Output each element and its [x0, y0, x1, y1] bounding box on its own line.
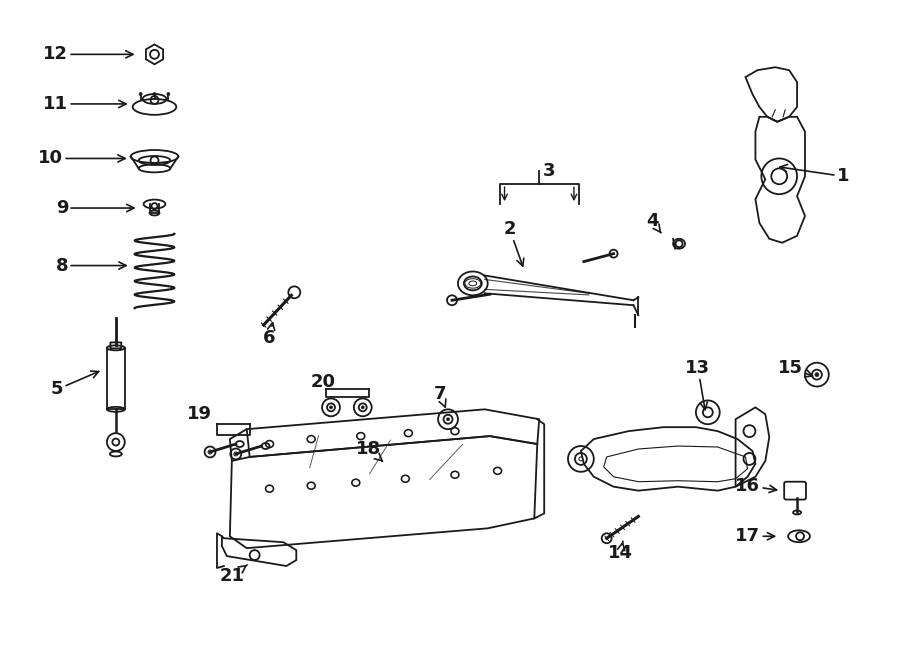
Circle shape [329, 406, 332, 409]
Text: 19: 19 [186, 405, 211, 423]
Text: 3: 3 [543, 163, 555, 180]
Text: 20: 20 [310, 373, 336, 391]
Text: 14: 14 [608, 541, 633, 562]
Text: 4: 4 [645, 212, 661, 233]
Circle shape [814, 373, 819, 377]
Circle shape [140, 93, 142, 95]
Text: 5: 5 [50, 371, 99, 399]
Text: 7: 7 [434, 385, 446, 407]
Text: 2: 2 [503, 220, 524, 266]
Text: 21: 21 [220, 565, 248, 585]
Text: 17: 17 [735, 527, 775, 545]
Circle shape [361, 406, 365, 409]
Text: 6: 6 [264, 323, 275, 347]
Text: 1: 1 [779, 165, 850, 185]
Text: 8: 8 [56, 256, 126, 274]
Circle shape [153, 93, 156, 95]
Text: 9: 9 [56, 199, 134, 217]
Text: 12: 12 [43, 46, 133, 63]
Circle shape [166, 93, 170, 95]
Circle shape [446, 418, 449, 421]
Text: 15: 15 [778, 359, 813, 377]
Text: 13: 13 [686, 359, 710, 410]
Text: 11: 11 [43, 95, 126, 113]
Text: 10: 10 [39, 149, 125, 167]
Text: 16: 16 [735, 477, 777, 494]
Text: 18: 18 [356, 440, 382, 461]
